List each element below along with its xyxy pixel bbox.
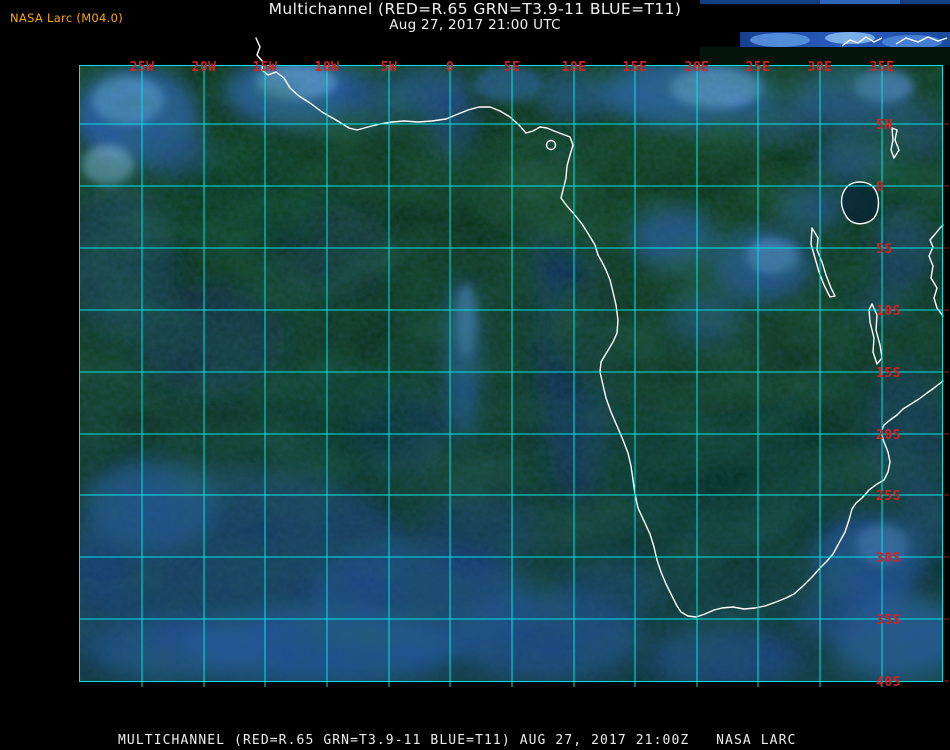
lat-label: 20S	[876, 428, 901, 443]
lake-tanganyika	[810, 227, 836, 298]
lat-label: 25S	[876, 489, 901, 504]
coastline-overlay	[255, 37, 944, 618]
map-border	[79, 65, 943, 682]
lat-label: 0	[876, 180, 884, 195]
lat-label: 5S	[876, 242, 893, 257]
lat-label: 30S	[876, 551, 901, 566]
fragment-coastline	[841, 36, 883, 47]
lon-label: 15E	[623, 60, 648, 75]
bioko-island	[545, 139, 557, 151]
adjacent-frame-fragments	[700, 0, 950, 65]
satellite-imagery	[79, 65, 943, 682]
lat-label: 10S	[876, 304, 901, 319]
nasa-credit-label: NASA Larc (M04.0)	[10, 11, 124, 25]
lat-label: 15S	[876, 366, 901, 381]
image-title: Multichannel (RED=R.65 GRN=T3.9-11 BLUE=…	[268, 0, 682, 18]
lon-label: 20E	[685, 60, 710, 75]
africa-coastline	[255, 37, 944, 618]
lon-label: 10E	[562, 60, 587, 75]
footer-caption: MULTICHANNEL (RED=R.65 GRN=T3.9-11 BLUE=…	[118, 733, 797, 748]
lon-label: 30E	[808, 60, 833, 75]
lon-label: 25E	[746, 60, 771, 75]
right-ticks	[944, 123, 949, 682]
title-block: Multichannel (RED=R.65 GRN=T3.9-11 BLUE=…	[0, 1, 950, 33]
graticule	[79, 65, 949, 687]
lake-malawi	[868, 303, 883, 365]
lat-label: 35S	[876, 613, 901, 628]
lon-label: 15W	[253, 60, 278, 75]
fragment-coastline	[895, 36, 948, 45]
lon-label: 5E	[504, 60, 521, 75]
lat-label: 5N	[876, 118, 893, 133]
lake-turkana	[890, 127, 900, 159]
lake-victoria	[840, 181, 880, 225]
bottom-ticks	[141, 682, 883, 687]
lon-label: 35E	[870, 60, 895, 75]
lon-label: 20W	[192, 60, 217, 75]
lon-label: 10W	[315, 60, 340, 75]
east-africa-coastline	[928, 224, 944, 317]
longitude-labels: 25W 20W 15W 10W 5W 0 5E 10E 15E 20E 25E …	[130, 60, 895, 75]
lon-label: 5W	[381, 60, 398, 75]
latitude-labels: 5N 0 5S 10S 15S 20S 25S 30S 35S 40S	[876, 118, 901, 690]
lon-label: 25W	[130, 60, 155, 75]
lon-label: 0	[446, 60, 454, 75]
image-timestamp: Aug 27, 2017 21:00 UTC	[389, 17, 561, 33]
lat-label: 40S	[876, 675, 901, 690]
satellite-map: 25W 20W 15W 10W 5W 0 5E 10E 15E 20E 25E …	[79, 0, 950, 690]
